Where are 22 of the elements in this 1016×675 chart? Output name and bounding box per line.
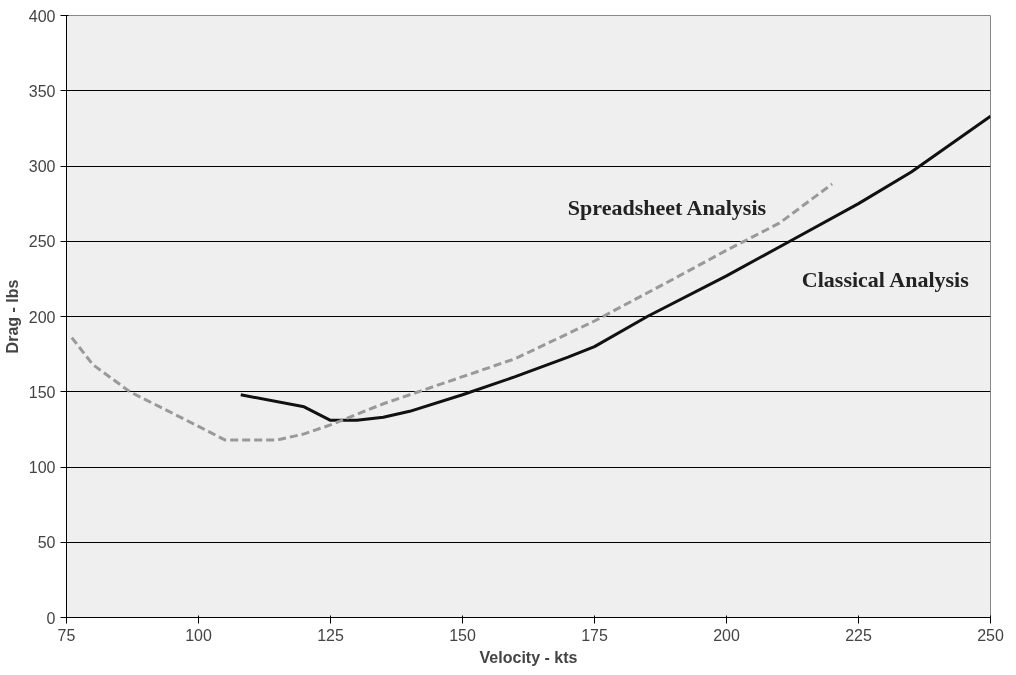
- y-tick-label: 200: [28, 308, 56, 326]
- series-label: Classical Analysis: [801, 266, 970, 292]
- x-axis-title: Velocity - kts: [479, 648, 578, 666]
- x-tick-label: 175: [581, 626, 608, 644]
- y-tick-label: 150: [28, 383, 56, 401]
- y-tick-label: 300: [28, 158, 56, 175]
- y-tick-label: 50: [37, 534, 56, 552]
- line-series: [239, 114, 991, 422]
- y-tick-label: 400: [28, 7, 56, 25]
- y-tick-label: 350: [28, 82, 56, 100]
- x-tick-label: 200: [713, 626, 740, 644]
- x-tick-label: 100: [185, 626, 212, 644]
- x-tick-label: 225: [845, 626, 872, 644]
- x-tick-label: 250: [977, 626, 1004, 644]
- y-axis-title: Drag - lbs: [3, 279, 21, 354]
- y-tick-label: 0: [46, 609, 56, 627]
- x-tick-label: 125: [317, 626, 344, 644]
- y-tick-label: 100: [28, 459, 56, 476]
- series-label: Spreadsheet Analysis: [567, 194, 767, 220]
- x-tick-label: 150: [449, 626, 476, 644]
- x-tick-label: 75: [57, 626, 76, 644]
- y-tick-label: 250: [28, 233, 56, 251]
